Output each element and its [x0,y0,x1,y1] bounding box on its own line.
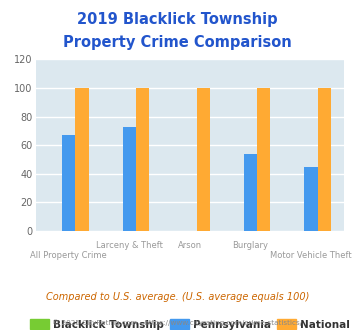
Text: Property Crime Comparison: Property Crime Comparison [63,35,292,50]
Bar [136,88,149,231]
Bar [123,127,136,231]
Bar [304,167,318,231]
Bar [76,88,89,231]
Text: © 2025 CityRating.com - https://www.cityrating.com/crime-statistics/: © 2025 CityRating.com - https://www.city… [53,319,302,326]
Text: Larceny & Theft: Larceny & Theft [96,241,163,250]
Bar [244,154,257,231]
Text: Arson: Arson [178,241,202,250]
Text: 2019 Blacklick Township: 2019 Blacklick Township [77,12,278,26]
Bar [318,88,331,231]
Text: Motor Vehicle Theft: Motor Vehicle Theft [270,251,352,260]
Text: Burglary: Burglary [233,241,268,250]
Bar [257,88,271,231]
Text: Compared to U.S. average. (U.S. average equals 100): Compared to U.S. average. (U.S. average … [46,292,309,302]
Bar [197,88,210,231]
Text: All Property Crime: All Property Crime [31,251,107,260]
Legend: Blacklick Township, Pennsylvania, National: Blacklick Township, Pennsylvania, Nation… [26,315,354,330]
Bar [62,135,76,231]
